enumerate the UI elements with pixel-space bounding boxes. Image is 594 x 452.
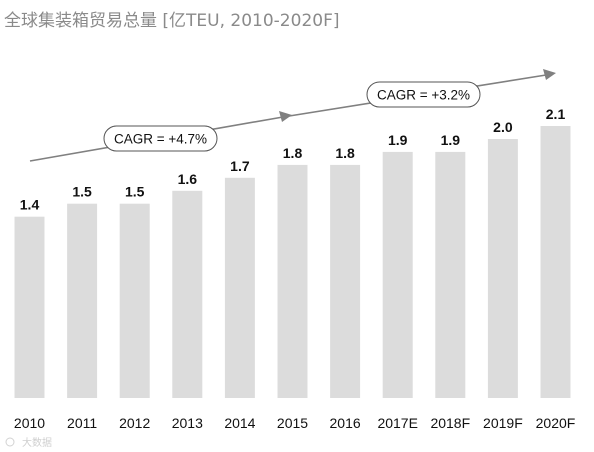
bar-2012 <box>119 203 150 398</box>
bar-2011 <box>67 203 98 398</box>
bars-group <box>14 126 571 398</box>
cagr-label-2: CAGR = +3.2% <box>377 88 470 103</box>
x-tick-label-2011: 2011 <box>67 415 97 431</box>
bar-2010 <box>14 216 45 398</box>
value-label-2013: 1.6 <box>178 171 198 187</box>
watermark-logo-icon <box>5 437 15 447</box>
bar-2017E <box>382 151 413 398</box>
cagr-label-1: CAGR = +4.7% <box>114 132 207 147</box>
value-label-2019F: 2.0 <box>493 119 513 135</box>
value-label-2017E: 1.9 <box>388 132 408 148</box>
x-tick-labels-group: 2010 2011 2012 2013 2014 2015 2016 2017E 2018F 20… <box>14 415 575 431</box>
watermark-text: 大数据 <box>22 436 52 449</box>
x-tick-label-2017E: 2017E <box>377 415 417 431</box>
bar-2016 <box>330 164 361 398</box>
bar-2014 <box>224 177 255 398</box>
value-label-2010: 1.4 <box>20 197 40 213</box>
bar-2018F <box>435 151 466 398</box>
x-tick-label-2014: 2014 <box>224 415 255 431</box>
x-tick-label-2013: 2013 <box>172 415 203 431</box>
cagr-label-2-box <box>366 81 481 108</box>
cagr-arrow-2-head <box>543 69 556 80</box>
watermark: 大数据 <box>5 436 52 449</box>
x-tick-label-2010: 2010 <box>14 415 45 431</box>
value-label-2012: 1.5 <box>125 184 145 200</box>
bar-2020F <box>540 126 571 398</box>
bar-2013 <box>172 190 203 398</box>
cagr-label-1-box <box>103 125 218 152</box>
value-label-2014: 1.7 <box>230 158 250 174</box>
value-label-2018F: 1.9 <box>441 132 461 148</box>
value-label-2020F: 2.1 <box>546 106 566 122</box>
x-tick-label-2020F: 2020F <box>536 415 576 431</box>
bar-2019F <box>487 139 518 398</box>
value-labels-group: 1.4 1.5 1.5 1.6 1.7 1.8 1.8 1.9 1.9 2.0 2.1 <box>20 106 566 213</box>
bar-2015 <box>277 164 308 398</box>
x-tick-label-2012: 2012 <box>119 415 150 431</box>
value-label-2016: 1.8 <box>335 145 355 161</box>
x-tick-label-2019F: 2019F <box>483 415 523 431</box>
chart-title: 全球集装箱贸易总量 [亿TEU, 2010-2020F] <box>4 11 339 31</box>
x-tick-label-2018F: 2018F <box>430 415 470 431</box>
value-label-2011: 1.5 <box>72 184 92 200</box>
value-label-2015: 1.8 <box>283 145 303 161</box>
x-tick-label-2015: 2015 <box>277 415 308 431</box>
x-tick-label-2016: 2016 <box>330 415 361 431</box>
